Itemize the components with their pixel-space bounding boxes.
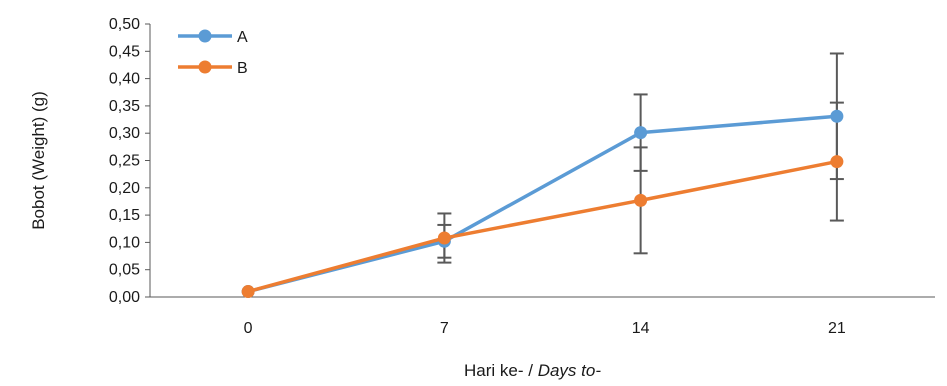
data-point-B	[241, 285, 255, 299]
x-axis-title-italic: Days to-	[538, 361, 602, 380]
y-tick-label: 0,40	[109, 71, 140, 88]
data-point-B	[437, 231, 451, 245]
x-ticks: 0 7 14 21	[244, 320, 846, 337]
y-tick-label: 0,05	[109, 262, 140, 279]
data-point-B	[830, 155, 844, 169]
legend-marker-B	[198, 60, 212, 74]
data-point-B	[634, 193, 648, 207]
axes: 0,00 0,05 0,10 0,15 0,20 0,25 0,30 0,35 0,40 0,45…	[109, 16, 935, 337]
y-tick-label: 0,15	[109, 207, 140, 224]
x-tick-label: 21	[828, 320, 846, 337]
plot-area	[241, 52, 844, 299]
legend-label-A: A	[237, 29, 248, 46]
series-line-A	[247, 114, 838, 294]
y-tick-label: 0,10	[109, 234, 140, 251]
y-axis-title: Bobot (Weight) (g)	[29, 91, 48, 230]
legend: AB	[178, 29, 248, 77]
x-tick-label: 7	[440, 320, 449, 337]
series-line-B	[247, 159, 838, 294]
legend-marker-A	[198, 29, 212, 43]
y-tick-label: 0,50	[109, 16, 140, 33]
x-axis-title-main: Hari ke- /	[464, 361, 538, 380]
y-ticks: 0,00 0,05 0,10 0,15 0,20 0,25 0,30 0,35 0,40 0,45…	[109, 16, 150, 306]
y-tick-label: 0,30	[109, 125, 140, 142]
x-tick-label: 0	[244, 320, 253, 337]
data-point-A	[634, 126, 648, 140]
x-axis-title: Hari ke- / Days to-	[464, 361, 601, 380]
data-point-A	[830, 109, 844, 123]
y-tick-label: 0,45	[109, 43, 140, 60]
x-tick-label: 14	[632, 320, 650, 337]
legend-label-B: B	[237, 60, 248, 77]
y-tick-label: 0,35	[109, 98, 140, 115]
y-tick-label: 0,00	[109, 289, 140, 306]
y-tick-label: 0,20	[109, 180, 140, 197]
y-tick-label: 0,25	[109, 153, 140, 170]
